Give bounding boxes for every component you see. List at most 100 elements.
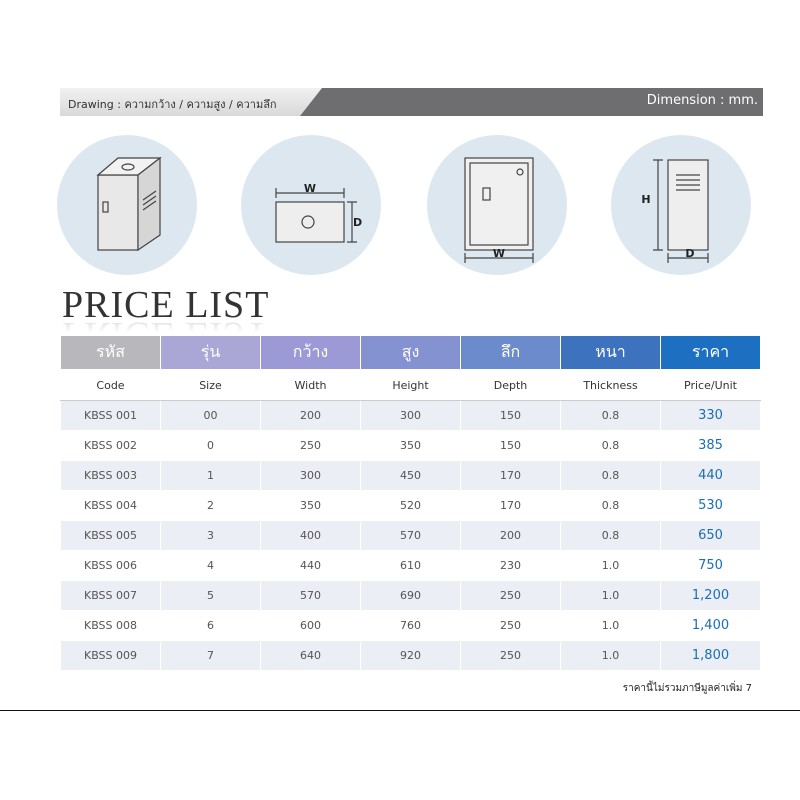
table-cell: 0.8: [560, 490, 661, 521]
data-row: KBSS 001 00 200 300 150 0.8 330: [60, 400, 761, 431]
price-cell: 1,400: [660, 610, 761, 641]
table-cell: KBSS 008: [60, 610, 161, 641]
price-cell: 1,200: [660, 580, 761, 611]
table-cell: 400: [260, 520, 361, 551]
table-cell: 760: [360, 610, 461, 641]
table-cell: 3: [160, 520, 261, 551]
table-cell: 600: [260, 610, 361, 641]
table-cell: 1.0: [560, 550, 661, 581]
table-cell: 4: [160, 550, 261, 581]
table-cell: 0.8: [560, 400, 661, 431]
table-cell: 5: [160, 580, 261, 611]
table-cell: 690: [360, 580, 461, 611]
table-cell: 570: [260, 580, 361, 611]
data-row: KBSS 007 5 570 690 250 1.0 1,200: [60, 580, 761, 611]
column-subheader: Width: [260, 369, 361, 401]
table-cell: KBSS 003: [60, 460, 161, 491]
price-cell: 330: [660, 400, 761, 431]
data-row: KBSS 002 0 250 350 150 0.8 385: [60, 430, 761, 461]
dim-label: D: [685, 247, 694, 260]
table-cell: 300: [260, 460, 361, 491]
table-cell: 1.0: [560, 640, 661, 671]
table-cell: 920: [360, 640, 461, 671]
price-cell: 650: [660, 520, 761, 551]
table-cell: 250: [260, 430, 361, 461]
table-cell: 7: [160, 640, 261, 671]
column-subheader: Depth: [460, 369, 561, 401]
table-cell: 0.8: [560, 520, 661, 551]
table-cell: 350: [260, 490, 361, 521]
divider: [0, 710, 800, 711]
column-subheader: Price/Unit: [660, 369, 761, 401]
price-table: รหัส รุ่น กว้าง สูง ลึก หนา ราคา Code Size Width H…: [60, 335, 761, 671]
top-view: [275, 188, 357, 243]
column-header: สูง: [360, 335, 461, 370]
column-header: ราคา: [660, 335, 761, 370]
column-header: ลึก: [460, 335, 561, 370]
table-cell: 250: [460, 580, 561, 611]
table-cell: 200: [260, 400, 361, 431]
dim-label: W: [304, 182, 316, 195]
dim-label: W: [493, 247, 505, 260]
table-cell: 1: [160, 460, 261, 491]
dim-label: H: [641, 193, 650, 206]
table-cell: 610: [360, 550, 461, 581]
table-cell: 450: [360, 460, 461, 491]
dim-label: D: [353, 216, 362, 229]
data-row: KBSS 005 3 400 570 200 0.8 650: [60, 520, 761, 551]
column-subheader: Height: [360, 369, 461, 401]
price-cell: 530: [660, 490, 761, 521]
price-cell: 440: [660, 460, 761, 491]
table-cell: KBSS 001: [60, 400, 161, 431]
footnote: ราคานี้ไม่รวมภาษีมูลค่าเพิ่ม 7: [622, 683, 752, 694]
column-header: กว้าง: [260, 335, 361, 370]
price-cell: 385: [660, 430, 761, 461]
header-row-english: Code Size Width Height Depth Thickness Price/U…: [60, 369, 761, 401]
table-cell: 150: [460, 430, 561, 461]
column-header: หนา: [560, 335, 661, 370]
price-cell: 1,800: [660, 640, 761, 671]
table-cell: 200: [460, 520, 561, 551]
drawings: W D W H D: [57, 135, 751, 275]
table-cell: KBSS 009: [60, 640, 161, 671]
table-cell: 150: [460, 400, 561, 431]
page-title: PRICE LIST: [62, 284, 270, 326]
data-row: KBSS 006 4 440 610 230 1.0 750: [60, 550, 761, 581]
table-cell: 570: [360, 520, 461, 551]
data-row: KBSS 009 7 640 920 250 1.0 1,800: [60, 640, 761, 671]
cabinet-iso: [96, 156, 162, 252]
data-row: KBSS 004 2 350 520 170 0.8 530: [60, 490, 761, 521]
header-row-thai: รหัส รุ่น กว้าง สูง ลึก หนา ราคา: [60, 335, 761, 370]
table-cell: 00: [160, 400, 261, 431]
table-cell: 0.8: [560, 430, 661, 461]
drawing-label: Drawing : ความกว้าง / ความสูง / ความลึก: [68, 98, 277, 111]
table-cell: 520: [360, 490, 461, 521]
table-cell: 0.8: [560, 460, 661, 491]
column-subheader: Size: [160, 369, 261, 401]
table-cell: KBSS 006: [60, 550, 161, 581]
table-cell: 250: [460, 610, 561, 641]
dimension-label: Dimension : mm.: [646, 93, 758, 108]
table-cell: 350: [360, 430, 461, 461]
table-cell: KBSS 002: [60, 430, 161, 461]
table-cell: 0: [160, 430, 261, 461]
table-cell: 1.0: [560, 580, 661, 611]
price-cell: 750: [660, 550, 761, 581]
column-header: รหัส: [60, 335, 161, 370]
table-cell: 6: [160, 610, 261, 641]
table-cell: KBSS 007: [60, 580, 161, 611]
table-cell: 230: [460, 550, 561, 581]
table-cell: 1.0: [560, 610, 661, 641]
data-row: KBSS 003 1 300 450 170 0.8 440: [60, 460, 761, 491]
table-cell: 170: [460, 460, 561, 491]
table-cell: 440: [260, 550, 361, 581]
data-row: KBSS 008 6 600 760 250 1.0 1,400: [60, 610, 761, 641]
header-bar-dark: [300, 88, 763, 116]
table-cell: KBSS 005: [60, 520, 161, 551]
side-view: [653, 159, 709, 263]
column-subheader: Thickness: [560, 369, 661, 401]
front-view: [464, 157, 534, 263]
table-cell: KBSS 004: [60, 490, 161, 521]
column-header: รุ่น: [160, 335, 261, 370]
